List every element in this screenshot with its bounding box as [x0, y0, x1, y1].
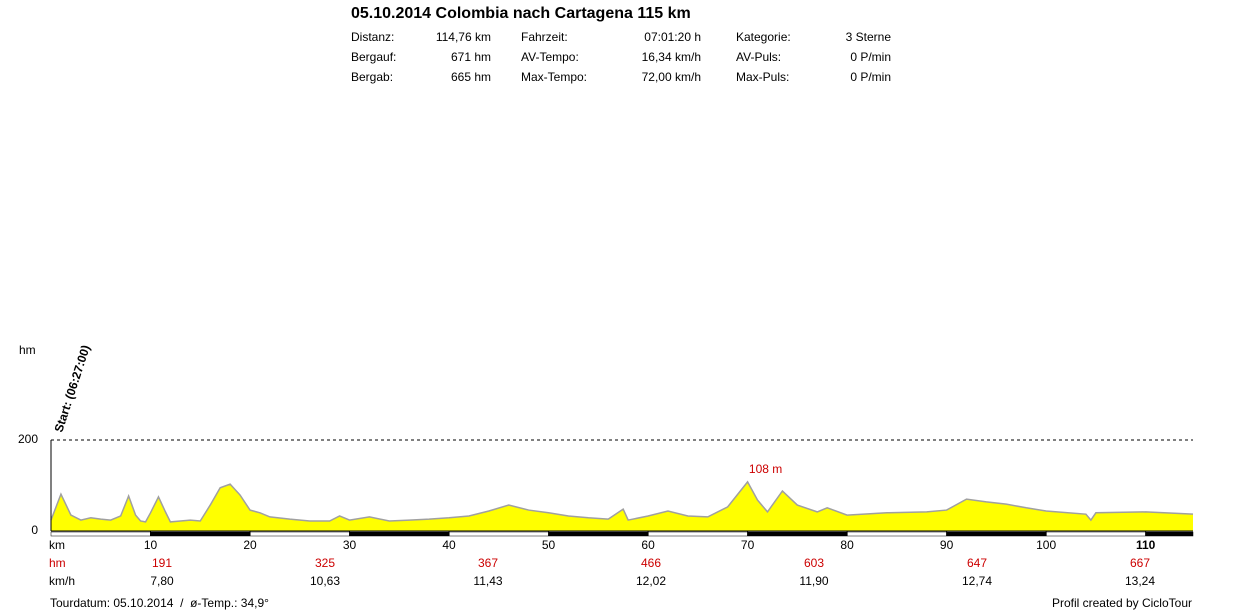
x-tick-label: 110	[1136, 538, 1156, 552]
x-tick-label: 30	[343, 538, 357, 552]
x-tick-label: 100	[1036, 538, 1056, 552]
stat: Bergauf:	[351, 50, 396, 64]
row-value: 367	[478, 556, 498, 570]
annotation: 108 m	[749, 462, 782, 476]
y-tick-label: 200	[18, 432, 38, 446]
km-bar	[946, 532, 1047, 536]
title: 05.10.2014 Colombia nach Cartagena 115 k…	[351, 5, 691, 22]
stat: 0 P/min	[850, 70, 891, 84]
stat: 0 P/min	[850, 50, 891, 64]
km-bar	[747, 532, 848, 536]
x-tick-label: 80	[840, 538, 854, 552]
x-tick-label: 50	[542, 538, 556, 552]
stat: 671 hm	[451, 50, 491, 64]
stat: Max-Tempo:	[521, 70, 587, 84]
row-value: 191	[152, 556, 172, 570]
x-tick-label: 20	[243, 538, 257, 552]
start-label: Start: (06:27:00)	[52, 343, 93, 434]
stat: Distanz:	[351, 30, 394, 44]
footer-right: Profil created by CicloTour	[1052, 596, 1192, 610]
row-label: hm	[49, 556, 66, 570]
row-value: 466	[641, 556, 661, 570]
area-fill	[51, 481, 1193, 531]
x-tick-label: 40	[442, 538, 456, 552]
row-value: 667	[1130, 556, 1150, 570]
x-tick-label: 60	[641, 538, 655, 552]
stat: 3 Sterne	[846, 30, 892, 44]
row-value: 10,63	[310, 574, 340, 588]
row-value: 13,24	[1125, 574, 1155, 588]
row-value: 11,90	[799, 574, 828, 588]
stat: Fahrzeit:	[521, 30, 568, 44]
y-label: hm	[19, 343, 36, 357]
row-value: 12,74	[962, 574, 992, 588]
stat: Bergab:	[351, 70, 393, 84]
km-bar	[1145, 532, 1193, 536]
row-value: 11,43	[473, 574, 502, 588]
row-value: 603	[804, 556, 824, 570]
x-tick-label: 10	[144, 538, 158, 552]
x-tick-label: 70	[741, 538, 755, 552]
km-bar-frame	[50, 531, 1194, 537]
stat: 07:01:20 h	[644, 30, 701, 44]
x-label: km	[49, 538, 65, 552]
stat: AV-Tempo:	[521, 50, 579, 64]
stat: Max-Puls:	[736, 70, 789, 84]
km-bar	[150, 532, 251, 536]
km-bar	[349, 532, 450, 536]
area-line	[50, 480, 1194, 523]
y-tick-label: 0	[31, 523, 38, 537]
row-value: 12,02	[636, 574, 666, 588]
row-value: 7,80	[150, 574, 174, 588]
row-value: 325	[315, 556, 335, 570]
km-bar	[548, 532, 649, 536]
stat: 16,34 km/h	[642, 50, 701, 64]
stat: 665 hm	[451, 70, 491, 84]
stat: Kategorie:	[736, 30, 791, 44]
footer-left: Tourdatum: 05.10.2014 / ø-Temp.: 34,9°	[50, 596, 269, 610]
stat: 114,76 km	[436, 30, 491, 44]
stat: 72,00 km/h	[642, 70, 701, 84]
x-tick-label: 90	[940, 538, 954, 552]
row-value: 647	[967, 556, 987, 570]
stat: AV-Puls:	[736, 50, 781, 64]
row-label: km/h	[49, 574, 75, 588]
